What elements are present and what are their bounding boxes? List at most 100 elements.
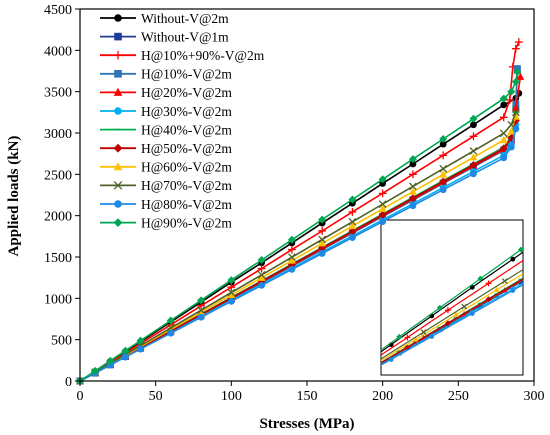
data-point	[106, 361, 114, 369]
legend: Without-V@2m Without-V@1m H@10%+90%-V@2m H@…	[100, 11, 265, 230]
legend-item-2: Without-V@1m	[100, 29, 229, 44]
axes: 0 50 100 150 200 250 3000500100015002000250030…	[44, 3, 545, 404]
data-point	[227, 297, 235, 305]
data-point	[469, 147, 478, 155]
data-point	[499, 135, 508, 144]
x-tick-label: 0	[77, 389, 84, 404]
data-point	[257, 264, 266, 273]
data-point	[378, 204, 387, 212]
zoom-inset	[380, 219, 524, 376]
y-tick-label: 1500	[44, 251, 72, 266]
data-point	[469, 114, 478, 123]
inset-point	[429, 334, 435, 339]
data-point	[408, 155, 417, 164]
data-point	[318, 215, 327, 224]
legend-marker	[114, 32, 122, 41]
y-tick-label: 500	[51, 334, 72, 349]
data-point	[409, 160, 417, 168]
inset-line	[381, 273, 523, 362]
series-line	[79, 71, 519, 382]
data-point	[499, 113, 508, 122]
data-point	[500, 154, 508, 162]
legend-item-7: H@40%-V@2m	[100, 122, 232, 137]
data-point	[409, 182, 417, 191]
data-point	[197, 313, 205, 321]
legend-label: H@10%+90%-V@2m	[141, 48, 265, 63]
data-point	[470, 170, 477, 178]
data-point	[516, 72, 525, 80]
legend-marker	[114, 14, 122, 22]
data-point	[439, 140, 447, 148]
x-tick-label: 200	[372, 389, 393, 404]
legend-marker	[113, 87, 123, 96]
data-point	[408, 194, 417, 203]
data-point	[469, 132, 478, 141]
legend-item-12: H@90%-V@2m	[100, 215, 232, 230]
data-point	[409, 170, 417, 179]
x-tick-label: 300	[524, 389, 545, 404]
data-point	[507, 87, 516, 96]
data-point	[257, 270, 266, 279]
inset-series	[381, 246, 523, 366]
data-point	[197, 306, 205, 315]
data-point	[469, 153, 478, 161]
legend-label: H@60%-V@2m	[141, 160, 232, 175]
y-tick-label: 3000	[44, 127, 72, 142]
data-point	[439, 177, 448, 186]
data-point	[470, 121, 477, 129]
legend-item-3: H@10%+90%-V@2m	[100, 48, 265, 63]
inset-point	[493, 286, 500, 292]
data-point	[166, 316, 175, 325]
y-tick-label: 3500	[44, 86, 72, 101]
data-point	[348, 227, 357, 236]
inset-point	[461, 303, 468, 310]
data-point	[439, 151, 448, 160]
data-point	[511, 108, 520, 117]
data-point	[379, 180, 387, 187]
inset-series-3	[381, 260, 523, 356]
data-point	[469, 160, 478, 169]
series-12	[76, 67, 522, 385]
data-point	[409, 187, 417, 195]
inset-point	[396, 333, 403, 340]
data-point	[409, 202, 417, 210]
series-layer	[76, 38, 525, 385]
data-point	[167, 329, 175, 337]
x-axis-title: Stresses (MPa)	[259, 416, 354, 432]
inset-point	[469, 311, 475, 316]
data-point	[121, 346, 130, 355]
data-point	[499, 129, 508, 138]
data-point	[499, 144, 508, 153]
inset-series-11	[381, 284, 523, 366]
data-point	[505, 96, 514, 104]
data-point	[227, 276, 236, 285]
legend-item-11: H@80%-V@2m	[100, 197, 232, 212]
data-point	[257, 255, 266, 264]
legend-label: Without-V@2m	[141, 11, 229, 26]
inset-point	[510, 288, 516, 293]
inset-line	[381, 251, 523, 353]
inset-series-10	[381, 269, 523, 360]
inset-point	[501, 278, 508, 284]
inset-point	[477, 275, 484, 282]
data-point	[288, 253, 296, 262]
y-tick-label: 2500	[44, 168, 72, 183]
data-point	[513, 67, 522, 76]
inset-point	[436, 304, 443, 311]
legend-marker	[114, 70, 122, 78]
legend-label: Without-V@1m	[141, 29, 229, 44]
data-point	[227, 283, 236, 292]
data-point	[227, 290, 236, 299]
data-point	[507, 143, 515, 151]
legend-marker	[113, 181, 123, 190]
inset-point	[444, 320, 451, 327]
inset-line	[381, 247, 523, 351]
legend-label: H@70%-V@2m	[141, 178, 232, 193]
data-point	[318, 250, 326, 257]
data-point	[137, 345, 144, 353]
inset-point	[485, 296, 492, 303]
legend-marker	[113, 162, 123, 171]
data-point	[378, 175, 387, 184]
inset-line	[381, 278, 523, 364]
